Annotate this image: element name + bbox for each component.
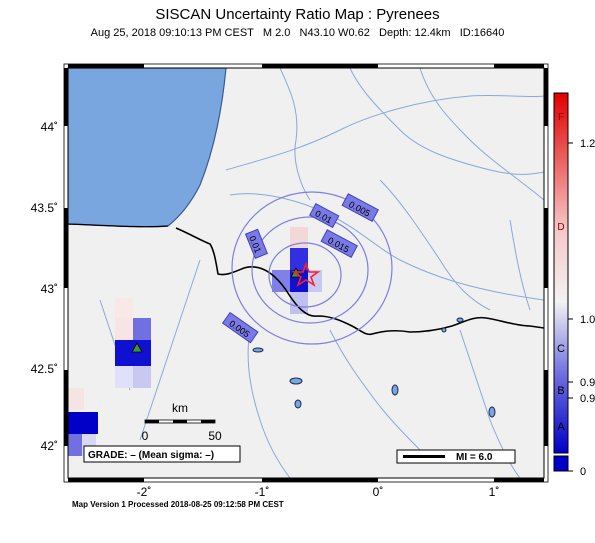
colorbar: F D C B A 1.2 1.0 0.9 0.9 0 — [553, 92, 595, 478]
grade-letter-d: D — [557, 222, 564, 233]
longitude-labels: -2˚ -1˚ 0˚ 1˚ — [137, 485, 500, 499]
svg-text:43.5˚: 43.5˚ — [31, 201, 58, 215]
grade-letter-a: A — [557, 421, 565, 433]
uncertainty-grid — [68, 227, 322, 456]
map-title: SISCAN Uncertainty Ratio Map : Pyrenees — [155, 6, 440, 23]
colorbar-value: 1.0 — [580, 314, 595, 326]
lakes — [252, 317, 496, 418]
grade-letter-f: F — [558, 112, 564, 123]
svg-text:-2˚: -2˚ — [137, 485, 152, 499]
colorbar-value: 0.9 — [580, 377, 595, 389]
svg-text:43˚: 43˚ — [41, 282, 58, 296]
country-border — [175, 227, 544, 336]
svg-text:1˚: 1˚ — [489, 485, 500, 499]
svg-text:50: 50 — [208, 429, 222, 443]
grade-box: GRADE: – (Mean sigma: –) — [83, 445, 241, 463]
svg-text:0˚: 0˚ — [373, 485, 384, 499]
uncertainty-contours — [231, 191, 393, 345]
grade-letter-b: B — [557, 385, 564, 397]
station-triangle — [131, 342, 143, 353]
event-info: Aug 25, 2018 09:10:13 PM CEST M 2.0 N43.… — [90, 27, 505, 39]
svg-text:GRADE: – (Mean sigma: –): GRADE: – (Mean sigma: –) — [88, 450, 214, 461]
map-frame — [63, 63, 549, 483]
svg-text:42.5˚: 42.5˚ — [31, 362, 58, 376]
svg-text:0: 0 — [142, 429, 149, 443]
colorbar-value: 0.9 — [580, 393, 595, 405]
epicenter-star-icon — [291, 261, 321, 287]
mi-box: MI = 6.0 — [396, 449, 516, 464]
svg-text:km: km — [172, 401, 188, 415]
map-footer: Map Version 1 Processed 2018-08-25 09:12… — [72, 500, 284, 509]
svg-text:-1˚: -1˚ — [255, 485, 270, 499]
rivers — [99, 68, 544, 478]
latitude-labels: 44˚ 43.5˚ 43˚ 42.5˚ 42˚ — [31, 120, 58, 453]
scale-bar: km 0 50 — [142, 401, 222, 443]
colorbar-value: 1.2 — [580, 138, 595, 150]
colorbar-value: 0 — [580, 466, 586, 478]
svg-text:42˚: 42˚ — [41, 439, 58, 453]
grade-letter-c: C — [557, 343, 565, 355]
svg-text:44˚: 44˚ — [41, 120, 58, 134]
svg-text:MI = 6.0: MI = 6.0 — [456, 452, 493, 463]
